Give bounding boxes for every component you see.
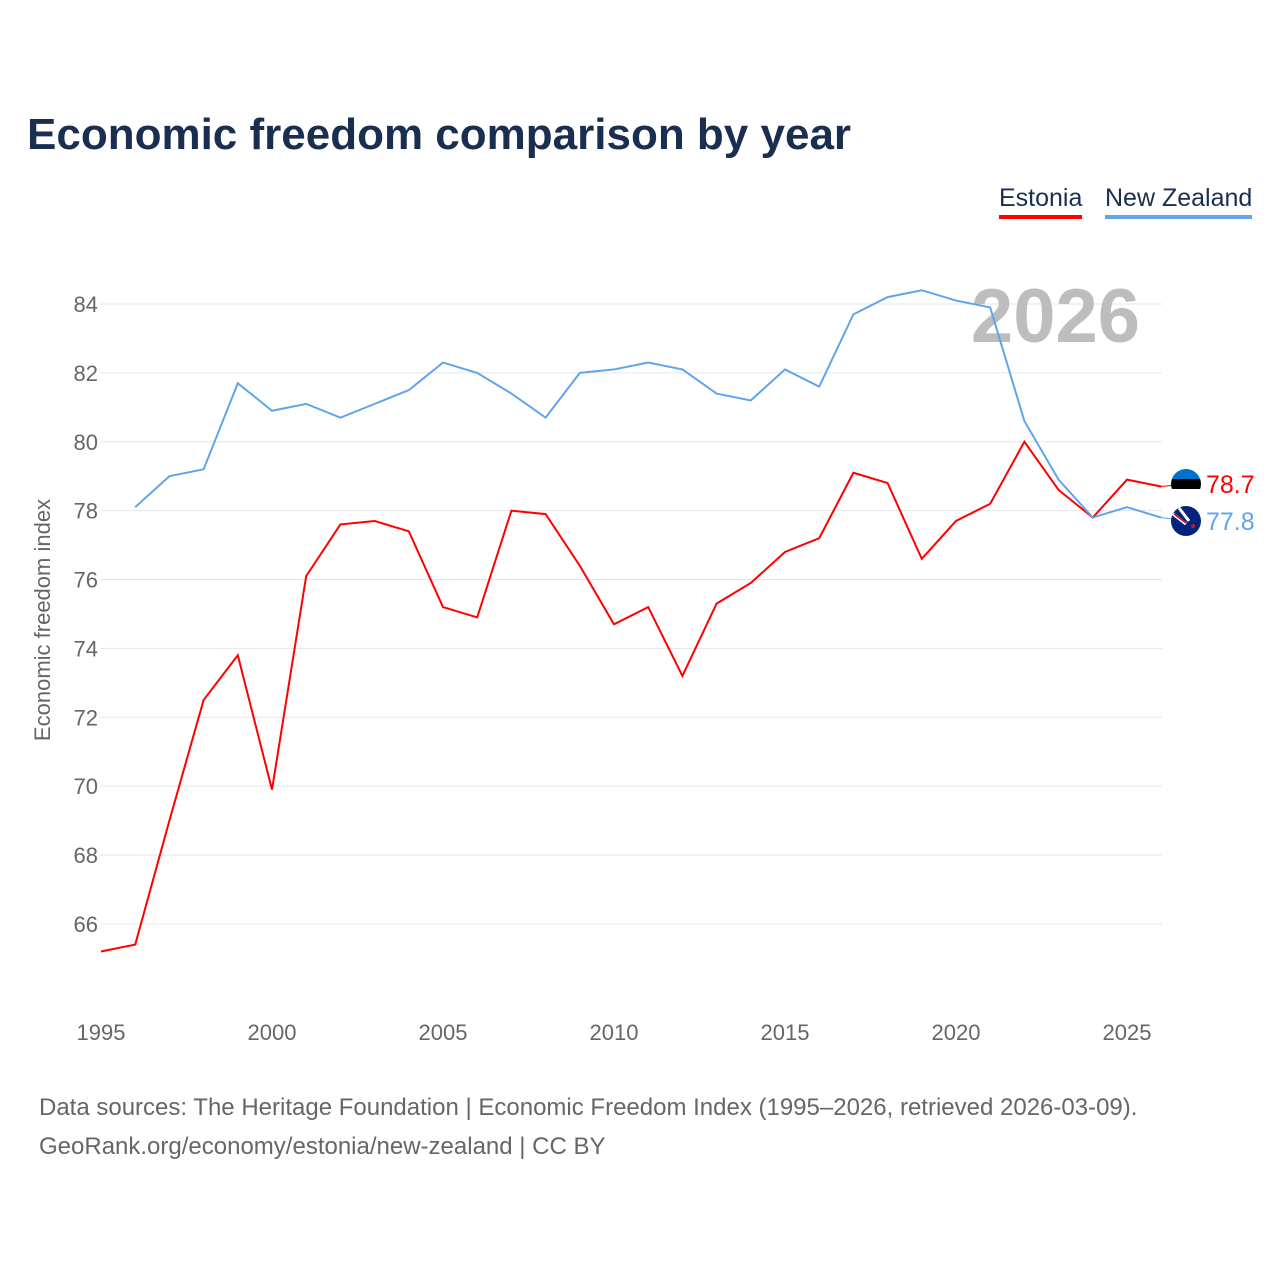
data-point bbox=[919, 556, 925, 562]
data-point bbox=[269, 408, 275, 414]
data-point bbox=[440, 360, 446, 366]
data-point bbox=[474, 614, 480, 620]
data-point bbox=[1056, 477, 1062, 483]
source-note: Data sources: The Heritage Foundation | … bbox=[39, 1088, 1137, 1166]
data-point bbox=[543, 415, 549, 421]
data-point bbox=[235, 380, 241, 386]
data-point bbox=[166, 473, 172, 479]
end-value-label: 77.8 bbox=[1206, 508, 1255, 536]
data-point bbox=[132, 942, 138, 948]
data-point bbox=[1124, 504, 1130, 510]
y-axis-label: Economic freedom index bbox=[30, 499, 55, 741]
data-point bbox=[201, 697, 207, 703]
data-point bbox=[508, 391, 514, 397]
data-point bbox=[440, 604, 446, 610]
y-tick-label: 66 bbox=[74, 912, 98, 937]
data-point bbox=[611, 366, 617, 372]
data-point bbox=[1124, 477, 1130, 483]
data-point bbox=[166, 818, 172, 824]
data-point bbox=[543, 511, 549, 517]
data-point bbox=[850, 311, 856, 317]
data-point bbox=[474, 370, 480, 376]
data-point bbox=[816, 535, 822, 541]
y-tick-label: 82 bbox=[74, 361, 98, 386]
source-line-2[interactable]: GeoRank.org/economy/estonia/new-zealand … bbox=[39, 1133, 606, 1160]
estonia-flag-icon bbox=[1171, 469, 1201, 499]
legend-estonia[interactable]: Estonia bbox=[999, 184, 1083, 219]
x-tick-label: 1995 bbox=[77, 1020, 126, 1045]
source-line-1: Data sources: The Heritage Foundation | … bbox=[39, 1094, 1138, 1121]
x-tick-label: 2000 bbox=[248, 1020, 297, 1045]
year-watermark: 2026 bbox=[971, 274, 1140, 359]
y-tick-label: 72 bbox=[74, 705, 98, 730]
data-point bbox=[611, 621, 617, 627]
data-point bbox=[919, 287, 925, 293]
y-tick-label: 70 bbox=[74, 774, 98, 799]
data-point bbox=[303, 401, 309, 407]
data-point bbox=[406, 528, 412, 534]
data-point bbox=[782, 366, 788, 372]
data-point bbox=[269, 787, 275, 793]
data-point bbox=[987, 501, 993, 507]
data-point bbox=[406, 387, 412, 393]
data-point bbox=[987, 304, 993, 310]
data-point bbox=[885, 294, 891, 300]
flag-cross bbox=[1173, 513, 1187, 524]
data-point bbox=[885, 480, 891, 486]
data-point bbox=[714, 601, 720, 607]
chart-title: Economic freedom comparison by year bbox=[27, 110, 852, 159]
data-point bbox=[748, 397, 754, 403]
data-point bbox=[782, 549, 788, 555]
data-point bbox=[201, 466, 207, 472]
data-point bbox=[748, 580, 754, 586]
x-tick-label: 2015 bbox=[761, 1020, 810, 1045]
y-tick-label: 74 bbox=[74, 636, 98, 661]
flag-star bbox=[1191, 524, 1195, 528]
data-point bbox=[645, 360, 651, 366]
x-tick-label: 2010 bbox=[590, 1020, 639, 1045]
data-point bbox=[303, 573, 309, 579]
data-point bbox=[337, 415, 343, 421]
data-point bbox=[679, 673, 685, 679]
data-point bbox=[98, 948, 104, 954]
data-point bbox=[508, 508, 514, 514]
data-point bbox=[953, 518, 959, 524]
data-point bbox=[1021, 439, 1027, 445]
y-tick-label: 76 bbox=[74, 568, 98, 593]
x-tick-label: 2025 bbox=[1103, 1020, 1152, 1045]
new-zealand-flag-icon bbox=[1171, 506, 1201, 536]
y-tick-label: 84 bbox=[74, 292, 98, 317]
data-point bbox=[235, 652, 241, 658]
data-point bbox=[1056, 487, 1062, 493]
data-point bbox=[1021, 418, 1027, 424]
data-point bbox=[850, 470, 856, 476]
data-point bbox=[679, 366, 685, 372]
y-tick-label: 68 bbox=[74, 843, 98, 868]
legend-new-zealand[interactable]: New Zealand bbox=[1105, 184, 1253, 219]
data-point bbox=[1090, 515, 1096, 521]
data-point bbox=[132, 504, 138, 510]
data-point bbox=[953, 298, 959, 304]
data-point bbox=[645, 604, 651, 610]
data-point bbox=[372, 518, 378, 524]
data-point bbox=[577, 563, 583, 569]
end-value-label: 78.7 bbox=[1206, 471, 1255, 499]
data-point bbox=[577, 370, 583, 376]
series-line-new-zealand bbox=[134, 289, 1162, 519]
x-tick-label: 2005 bbox=[419, 1020, 468, 1045]
data-point bbox=[337, 521, 343, 527]
data-point bbox=[714, 391, 720, 397]
x-tick-label: 2020 bbox=[932, 1020, 981, 1045]
data-point bbox=[372, 401, 378, 407]
series-line-estonia bbox=[100, 439, 1162, 953]
y-tick-label: 80 bbox=[74, 430, 98, 455]
y-tick-label: 78 bbox=[74, 499, 98, 524]
data-point bbox=[816, 384, 822, 390]
